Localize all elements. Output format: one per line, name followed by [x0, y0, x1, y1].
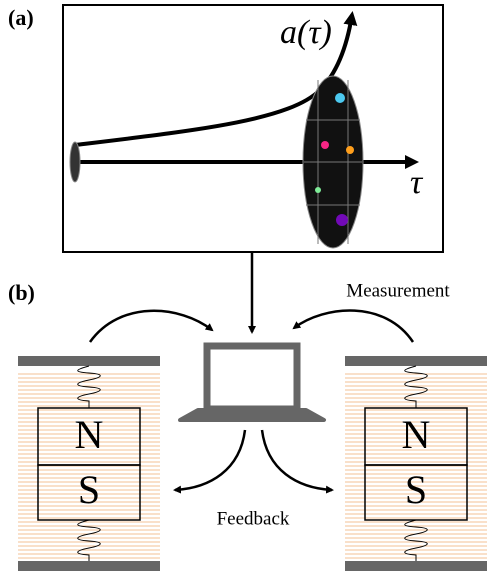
galaxies [315, 93, 354, 226]
measurement-label: Measurement [346, 280, 450, 301]
pole-label: N [75, 412, 104, 457]
feedback-label: Feedback [217, 508, 290, 529]
early-universe [69, 141, 81, 183]
spring [404, 519, 428, 561]
field-lines [345, 372, 487, 560]
pole-label: N [402, 412, 431, 457]
feedback-arrow [173, 429, 247, 494]
plate [18, 561, 160, 571]
pole-label: S [78, 467, 100, 512]
south-pole [364, 464, 468, 521]
axis-label: τ [410, 164, 424, 201]
spring [77, 519, 101, 561]
feedback-arrow [260, 429, 334, 494]
plate [345, 356, 487, 366]
magnet-assembly: N S [345, 356, 487, 571]
spring [77, 365, 101, 408]
scale-factor-curve [74, 11, 358, 147]
universe-grid [304, 80, 362, 244]
curve-label: a(τ) [280, 14, 332, 51]
spring [404, 365, 428, 408]
laptop-screen [203, 342, 301, 413]
plate [345, 561, 487, 571]
laptop-base [178, 408, 326, 422]
pole-label: S [405, 467, 427, 512]
panel-frame [62, 4, 444, 253]
panel-label: (b) [8, 280, 35, 305]
plate [18, 356, 160, 366]
magnet-assembly: N S [18, 356, 160, 571]
measurement-arrow [292, 309, 415, 343]
measurement-arrow [88, 309, 214, 343]
panel-label: (a) [8, 5, 34, 30]
south-pole [37, 464, 141, 521]
field-lines [18, 372, 160, 560]
